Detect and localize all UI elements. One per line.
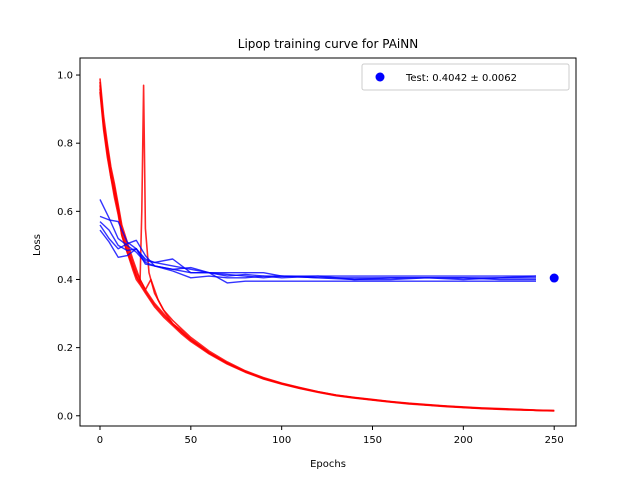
series-layer (99, 78, 559, 412)
legend-test-marker (375, 72, 385, 82)
y-tick-label-0.4: 0.4 (57, 275, 73, 286)
y-tick-label-0.0: 0.0 (57, 411, 73, 422)
y-tick-label-0.2: 0.2 (57, 343, 73, 354)
legend-frame (361, 63, 570, 91)
x-tick-label-200: 200 (454, 435, 473, 446)
validation-loss-curve-4 (99, 229, 536, 279)
validation-loss-curve-5 (99, 221, 537, 281)
x-tick-label-250: 250 (545, 435, 564, 446)
plot-frame (79, 57, 577, 427)
x-tick-label-0: 0 (97, 435, 103, 446)
train-loss-curve-5 (99, 92, 555, 412)
x-tick-label-50: 50 (184, 435, 197, 446)
y-axis-title: Loss (32, 234, 43, 256)
y-tick-label-0.6: 0.6 (57, 207, 73, 218)
validation-loss-curve-2 (99, 215, 536, 284)
legend: Test: 0.4042 ± 0.0062 (361, 63, 570, 91)
x-tick-label-100: 100 (272, 435, 291, 446)
test-point (549, 273, 559, 283)
chart-title: Lipop training curve for PAiNN (238, 37, 418, 51)
axes-layer: 0 50 100 150 200 250 0.0 0.2 0.4 0.6 0.8 1.0 (57, 57, 577, 446)
y-tick-label-1.0: 1.0 (57, 71, 73, 82)
x-axis-title: Epochs (310, 459, 346, 470)
y-tick-label-0.8: 0.8 (57, 139, 73, 150)
x-tick-label-150: 150 (363, 435, 382, 446)
legend-test-label: Test: 0.4042 ± 0.0062 (405, 73, 517, 84)
